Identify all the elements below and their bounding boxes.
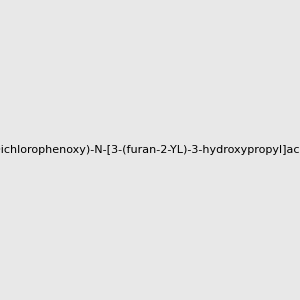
Text: 2-(2,4-Dichlorophenoxy)-N-[3-(furan-2-YL)-3-hydroxypropyl]acetamide: 2-(2,4-Dichlorophenoxy)-N-[3-(furan-2-YL… (0, 145, 300, 155)
